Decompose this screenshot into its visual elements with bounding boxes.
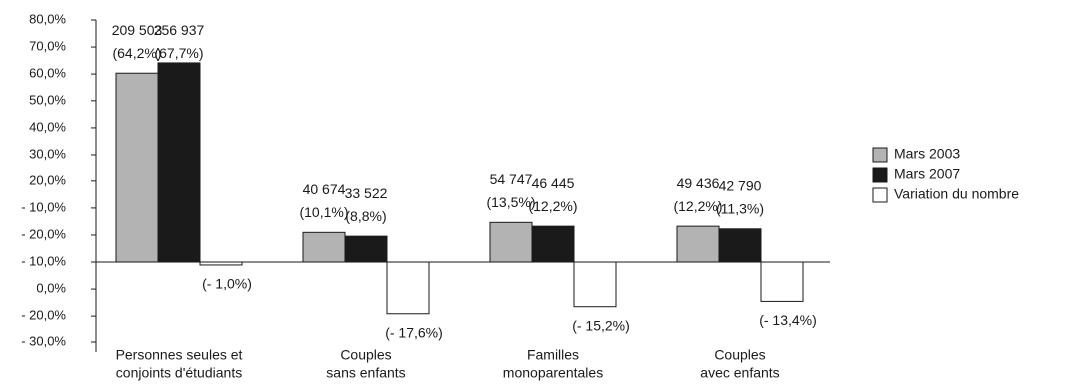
value-label: (10,1%) — [299, 204, 348, 220]
y-tick-label: - 20,0% — [21, 226, 66, 241]
y-tick-label: 70,0% — [29, 38, 66, 53]
legend-swatch — [872, 187, 888, 203]
value-label: (12,2%) — [528, 198, 577, 214]
count-label: 54 747 — [490, 171, 533, 187]
x-tick-label: conjoints d'étudiants — [116, 365, 242, 381]
count-label: 42 790 — [719, 177, 762, 193]
bar — [344, 235, 388, 263]
y-tick-label: 30,0% — [29, 146, 66, 161]
value-label: (- 1,0%) — [202, 276, 252, 292]
value-label: (- 15,2%) — [572, 317, 630, 333]
bar — [386, 261, 430, 315]
value-label: (- 13,4%) — [759, 312, 817, 328]
y-tick-label: - 20,0% — [21, 308, 66, 323]
y-tick-label: 40,0% — [29, 119, 66, 134]
value-label: (- 17,6%) — [385, 324, 443, 340]
y-tick-label: 80,0% — [29, 11, 66, 26]
x-tick-label: Couples — [714, 347, 765, 363]
y-tick-label: - 30,0% — [21, 333, 66, 348]
count-label: 49 436 — [677, 175, 720, 191]
bar — [573, 261, 617, 308]
x-tick-label: Couples — [340, 347, 391, 363]
count-label: 209 503 — [112, 22, 163, 38]
count-label: 46 445 — [532, 175, 575, 191]
count-label: 40 674 — [303, 181, 346, 197]
bar — [760, 261, 804, 302]
x-tick-label: avec enfants — [700, 365, 779, 381]
bar — [489, 221, 533, 263]
x-tick-label: Familles — [527, 347, 579, 363]
value-label: (11,3%) — [716, 200, 764, 216]
bar — [531, 225, 575, 263]
y-tick-label: 0,0% — [36, 281, 66, 296]
value-label: (67,7%) — [154, 45, 203, 61]
value-label: (13,5%) — [486, 194, 535, 210]
legend-label: Variation du nombre — [894, 186, 1019, 202]
bar — [115, 72, 159, 263]
x-tick-label: Personnes seules et — [116, 347, 243, 363]
y-tick-label: - 10,0% — [21, 253, 66, 268]
value-label: (8,8%) — [345, 208, 386, 224]
y-tick-label: 50,0% — [29, 92, 66, 107]
legend-label: Mars 2003 — [894, 146, 960, 162]
y-tick-label: 60,0% — [29, 66, 66, 81]
x-tick-label: monoparentales — [503, 365, 603, 381]
legend-swatch — [872, 167, 888, 183]
y-tick-label: 20,0% — [29, 172, 66, 187]
count-label: 256 937 — [154, 22, 205, 38]
bar — [676, 225, 720, 263]
value-label: (64,2%) — [112, 45, 161, 61]
bar — [157, 62, 201, 263]
legend-swatch — [872, 147, 888, 163]
count-label: 33 522 — [345, 185, 388, 201]
value-label: (12,2%) — [673, 198, 722, 214]
bar — [718, 228, 762, 263]
legend-label: Mars 2007 — [894, 166, 960, 182]
y-tick-label: - 10,0% — [21, 199, 66, 214]
bar — [302, 231, 346, 263]
x-tick-label: sans enfants — [326, 365, 405, 381]
